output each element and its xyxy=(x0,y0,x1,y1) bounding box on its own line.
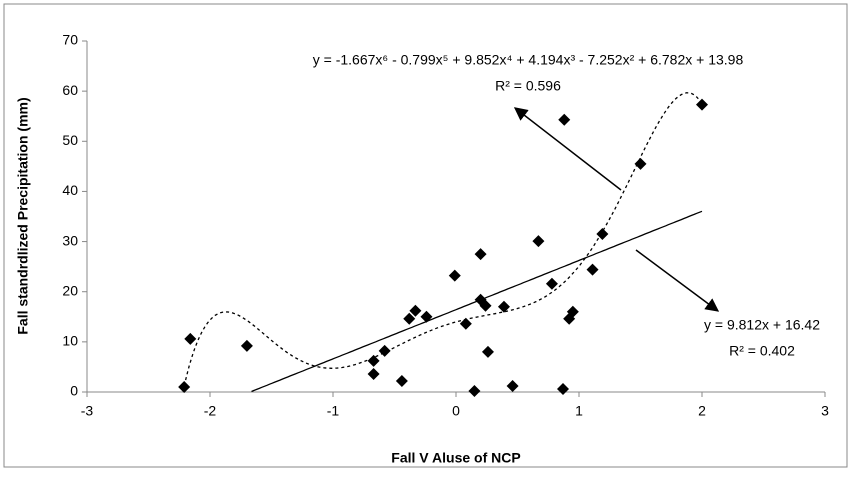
point xyxy=(545,277,558,290)
point xyxy=(566,305,579,318)
point xyxy=(634,157,647,170)
x-tick-label: 1 xyxy=(575,403,583,419)
point xyxy=(448,269,461,282)
point xyxy=(558,113,571,126)
point xyxy=(696,98,708,111)
y-tick-label: 10 xyxy=(62,333,78,349)
y-tick-label: 70 xyxy=(62,32,78,48)
x-tick-label: 3 xyxy=(821,403,829,419)
point xyxy=(395,374,408,387)
y-tick-label: 20 xyxy=(62,282,78,298)
x-axis-title: Fall V Aluse of NCP xyxy=(391,450,520,466)
point xyxy=(403,312,416,325)
point xyxy=(367,367,380,380)
chart-frame xyxy=(3,3,848,468)
trend-r2: R² = 0.402 xyxy=(729,343,795,359)
trend-equation: y = 9.812x + 16.42 xyxy=(704,317,820,333)
point xyxy=(474,248,487,261)
point xyxy=(178,380,191,393)
y-tick-label: 40 xyxy=(62,182,78,198)
y-axis-title: Fall standrdlized Precipitation (mm) xyxy=(15,97,31,334)
point xyxy=(459,317,472,330)
point xyxy=(240,339,253,352)
point xyxy=(481,345,494,358)
point xyxy=(479,299,492,312)
point xyxy=(184,332,197,345)
trend-r2: R² = 0.596 xyxy=(495,78,561,94)
x-tick-label: 0 xyxy=(452,403,460,419)
point xyxy=(497,300,510,313)
arrow xyxy=(635,249,720,312)
point xyxy=(378,344,391,357)
y-tick-label: 0 xyxy=(70,383,78,399)
point xyxy=(557,382,570,395)
x-tick-label: -2 xyxy=(204,403,217,419)
x-tick-label: -3 xyxy=(81,403,94,419)
point xyxy=(532,235,545,248)
y-tick-label: 60 xyxy=(62,82,78,98)
point xyxy=(367,354,380,367)
trend-equation: y = -1.667x⁶ - 0.799x⁵ + 9.852x⁴ + 4.194… xyxy=(313,52,744,68)
x-tick-label: 2 xyxy=(698,403,706,419)
y-tick-label: 50 xyxy=(62,132,78,148)
point xyxy=(409,304,422,317)
arrow xyxy=(513,107,622,191)
x-tick-label: -1 xyxy=(327,403,340,419)
point xyxy=(596,228,609,241)
point xyxy=(586,263,599,276)
point xyxy=(468,384,481,397)
point xyxy=(420,310,433,323)
point xyxy=(506,379,519,392)
trend-line xyxy=(183,92,703,387)
y-tick-label: 30 xyxy=(62,232,78,248)
